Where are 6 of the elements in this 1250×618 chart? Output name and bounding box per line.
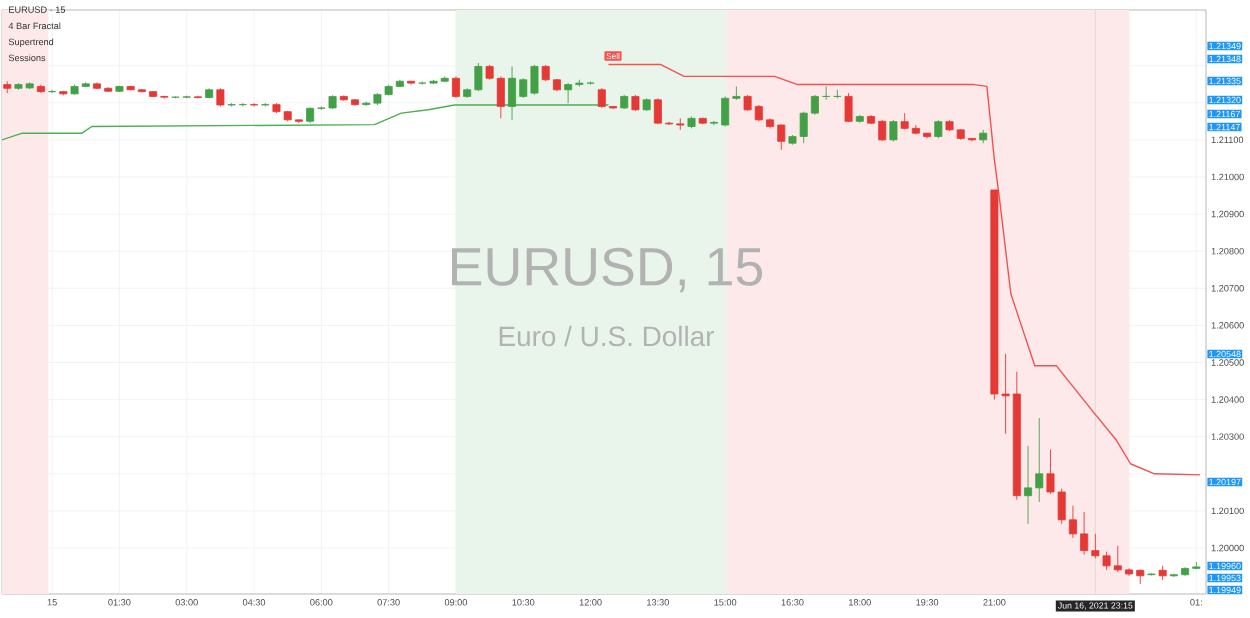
text: Euro / U.S. Dollar xyxy=(499,325,715,347)
candlestick xyxy=(844,92,853,123)
candlestick xyxy=(934,119,943,139)
line-series xyxy=(2,104,610,141)
candlestick xyxy=(451,75,460,99)
text: EURUSD, 15 xyxy=(451,247,763,293)
